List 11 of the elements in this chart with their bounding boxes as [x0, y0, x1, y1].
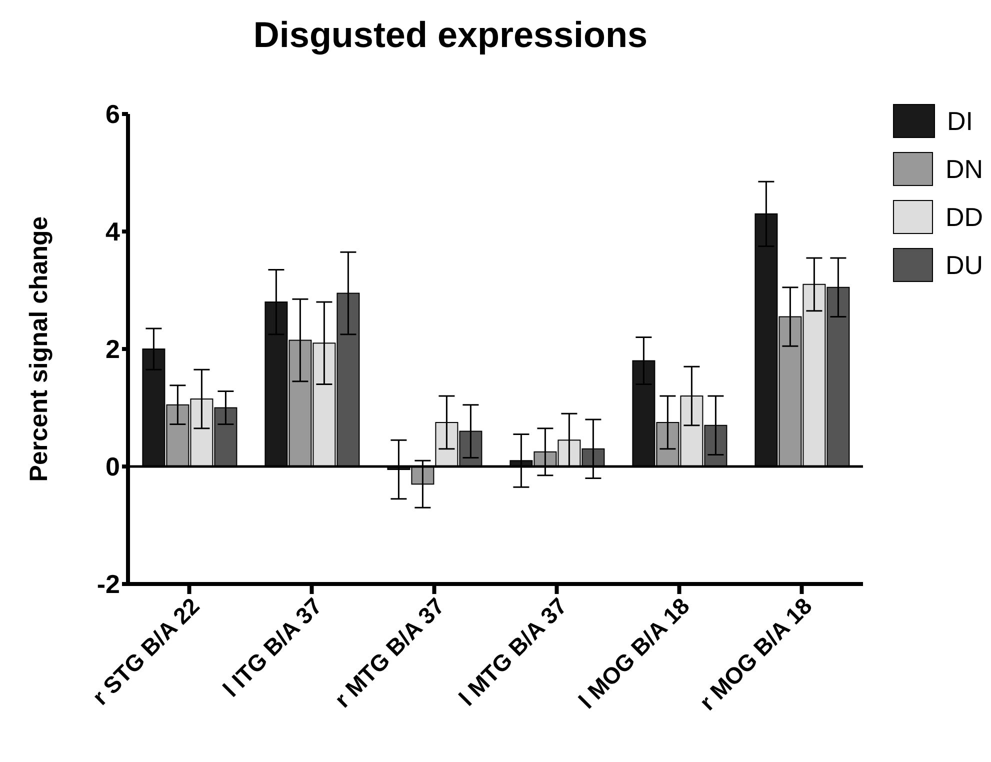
legend-label: DU [945, 250, 983, 280]
legend-label: DD [945, 202, 983, 232]
legend-label: DI [947, 106, 973, 136]
y-tick-label: 6 [106, 99, 120, 130]
y-tick-label: 4 [106, 216, 121, 247]
y-tick-label: 2 [106, 334, 120, 364]
chart-title: Disgusted expressions [252, 14, 649, 56]
x-tick-label: l ITG B/A 37 [218, 592, 327, 702]
y-tick-label: 0 [106, 452, 120, 482]
y-axis-title: Percent signal change [24, 216, 53, 482]
legend-label: DN [945, 154, 983, 184]
